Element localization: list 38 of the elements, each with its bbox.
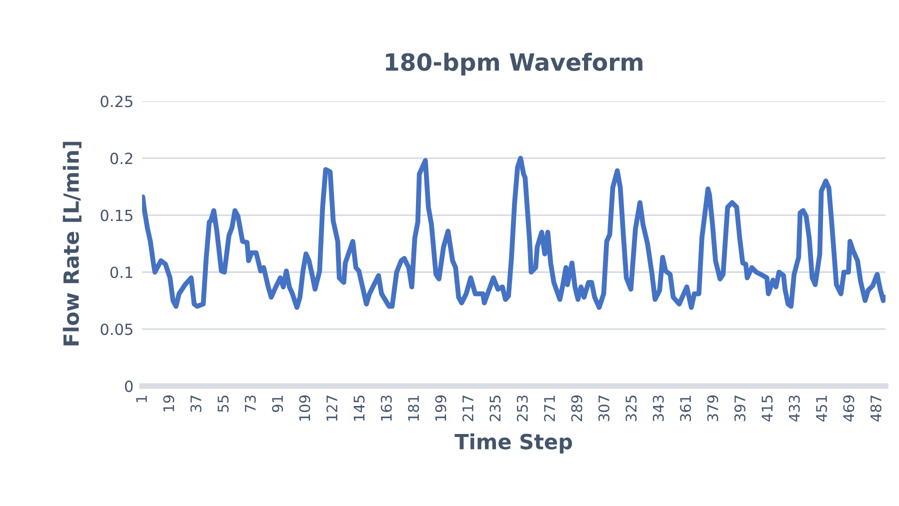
y-tick-label: 0.2 [110,152,132,164]
x-tick-label: 325 [626,396,637,422]
x-tick-label: 397 [734,396,746,422]
x-tick-label: 127 [326,396,338,421]
x-tick-label: 271 [544,396,555,422]
x-tick-label: 55 [218,396,229,412]
x-tick-label: 163 [380,396,392,421]
line-series [142,156,886,310]
x-tick-label: 469 [843,395,854,422]
x-tick-label: 199 [435,395,446,421]
x-tick-label: 145 [354,396,365,421]
y-axis-title: Flow Rate [L/min] [62,142,82,346]
x-tick-label: 235 [490,396,501,422]
x-tick-label: 109 [299,395,310,421]
x-tick-label: 181 [408,396,420,421]
x-tick-label: 307 [598,396,610,422]
x-axis-title: Time Step [454,433,572,454]
x-tick-label: 415 [762,396,773,422]
x-tick-label: 343 [652,396,664,422]
x-tick-label: 253 [516,396,528,422]
y-tick-label: 0 [124,380,133,392]
x-tick-label: 1 [136,396,147,402]
x-tick-label: 73 [244,396,256,412]
x-tick-label: 37 [190,396,202,412]
chart-title: 180-bpm Waveform [386,52,642,76]
x-tick-label: 487 [870,396,882,422]
x-tick-label: 91 [272,396,284,412]
x-tick-label: 361 [680,396,692,422]
y-tick-label: 0.15 [100,210,132,222]
y-tick-label: 0.25 [100,96,132,108]
y-tick-label: 0.05 [100,324,132,336]
x-tick-label: 19 [163,395,174,412]
x-tick-label: 433 [788,396,800,422]
x-tick-label: 451 [816,396,828,422]
x-tick-label: 289 [571,395,582,422]
x-tick-label: 217 [462,396,474,422]
y-tick-label: 0.1 [110,266,132,278]
x-tick-label: 379 [707,395,718,422]
